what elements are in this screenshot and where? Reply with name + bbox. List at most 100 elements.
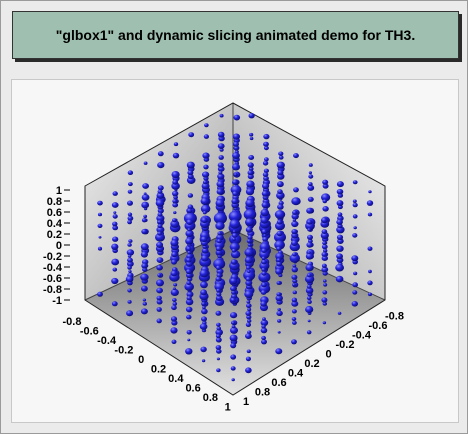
histogram-cell-marker [217,173,225,180]
histogram-cell-marker [246,303,252,309]
histogram-cell-marker [261,335,266,341]
histogram-cell-marker [274,210,286,219]
x-axis-tick-label: -0.2 [114,345,133,357]
histogram-cell-marker [260,319,269,327]
histogram-cell-marker [186,280,192,285]
histogram-cell-marker [216,322,221,327]
histogram-cell-marker [217,143,225,150]
x-axis-tick-label: -0.4 [97,335,117,347]
histogram-cell-marker [97,223,103,228]
histogram-cell-marker [215,221,225,230]
histogram-cell-marker [231,320,236,325]
histogram-cell-marker [291,300,299,307]
histogram-cell-marker [263,145,269,151]
histogram-cell-marker [277,204,284,210]
histogram-cell-marker [308,163,313,167]
histogram-cell-marker [156,279,164,287]
histogram-cell-marker [262,160,269,166]
histogram-cell-marker [367,246,373,251]
histogram-cell-marker [140,243,149,251]
histogram-cell-marker [245,322,251,328]
histogram-cell-marker [229,334,238,342]
histogram-cell-marker [261,201,269,209]
histogram-cell-marker [336,245,344,252]
y-axis-tick-label: 0 [325,349,331,361]
histogram-cell-marker [352,290,358,295]
histogram-cell-marker [261,271,267,276]
histogram-cell-marker [126,260,134,267]
histogram-cell-marker [170,327,178,334]
histogram-cell-marker [245,226,253,233]
histogram-cell-marker [243,209,257,220]
histogram-cell-marker [248,113,255,119]
histogram-cell-marker [249,136,254,141]
histogram-cell-marker [292,283,296,287]
histogram-cell-marker [141,201,150,209]
histogram-cell-marker [216,180,225,188]
histogram-cell-marker [367,292,373,297]
histogram-cell-marker [112,236,119,242]
histogram-cell-marker [186,246,192,251]
histogram-cell-marker [277,170,284,176]
histogram-cell-marker [232,179,239,185]
histogram-cell-marker [185,268,192,275]
histogram-cell-marker [244,248,254,257]
histogram-cell-marker [170,316,178,322]
histogram-cell-marker [230,326,238,334]
histogram-cell-marker [216,368,221,373]
histogram-cell-marker [200,281,208,289]
histogram-cell-marker [201,182,210,190]
histogram-cell-marker [232,237,236,241]
histogram-cell-marker [261,190,269,197]
histogram-cell-marker [275,294,283,302]
histogram-cell-marker [261,324,266,329]
histogram-cell-marker [335,275,344,283]
histogram-cell-marker [321,255,328,261]
histogram-cell-marker [140,308,148,315]
histogram-cell-marker [185,298,194,306]
histogram-cell-marker [247,173,254,180]
histogram-cell-marker [127,265,132,270]
y-axis-tick-label: 0.2 [304,358,319,370]
histogram-cell-marker [187,193,194,198]
histogram-cell-marker [215,310,222,316]
histogram-cell-marker [233,141,239,147]
histogram-cell-marker [230,259,238,265]
x-axis-tick-label: 0 [138,354,144,366]
histogram-cell-marker [219,148,224,152]
histogram-cell-marker [258,272,271,283]
histogram-cell-marker [322,241,327,245]
histogram-cell-marker [307,228,312,232]
histogram-cell-marker [245,276,252,282]
histogram-cell-marker [230,285,237,292]
histogram-cell-marker [187,250,192,255]
histogram-cell-marker [186,161,195,169]
histogram-cell-marker [170,220,180,228]
histogram-cell-marker [352,199,357,203]
histogram-cell-marker [291,274,298,280]
histogram-cell-marker [185,260,193,267]
histogram-cell-marker [305,305,314,314]
histogram-cell-marker [156,226,165,234]
histogram-cell-marker [232,191,239,197]
histogram-cell-marker [172,298,177,302]
histogram-cell-marker [157,185,164,191]
histogram-cell-marker [261,267,266,272]
histogram-cell-marker [307,196,314,202]
histogram-cell-marker [171,171,180,179]
histogram-cell-marker [156,257,164,263]
histogram-cell-marker [217,131,225,138]
histogram-cell-marker [219,113,224,118]
histogram-cell-marker [173,211,177,215]
histogram-cell-marker [308,182,313,187]
histogram-cell-marker [306,242,313,248]
histogram-cell-marker [307,299,312,304]
histogram-cell-marker [127,215,134,221]
histogram-cell-marker [261,339,267,345]
histogram-cell-marker [111,258,120,266]
histogram-cell-marker [127,300,132,304]
histogram-cell-marker [248,155,255,160]
histogram-cell-marker [352,233,358,238]
histogram-cell-marker [202,210,207,215]
